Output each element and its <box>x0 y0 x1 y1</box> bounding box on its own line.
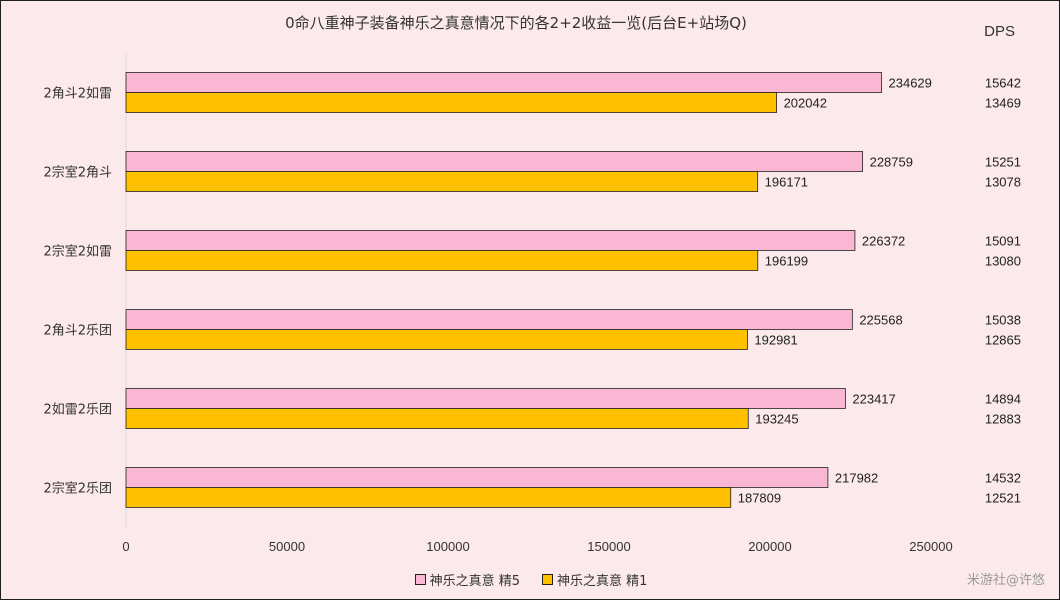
x-tick-label: 250000 <box>909 539 952 554</box>
dps-label: 14532 <box>985 471 1021 486</box>
data-label: 234629 <box>889 76 932 91</box>
x-tick-label: 0 <box>122 539 129 554</box>
dps-label: 12521 <box>985 491 1021 506</box>
legend-item-series-2: 神乐之真意 精1 <box>542 570 647 589</box>
data-label: 187809 <box>738 491 781 506</box>
watermark: 米游社@许悠 <box>966 573 1045 588</box>
legend-label-series-1: 神乐之真意 精5 <box>429 574 520 589</box>
bar-series-2 <box>125 487 732 508</box>
x-tick-label: 100000 <box>426 539 469 554</box>
bar-series-1 <box>125 467 829 488</box>
dps-label: 15091 <box>985 234 1021 249</box>
legend-item-series-1: 神乐之真意 精5 <box>414 570 520 589</box>
data-label: 196171 <box>765 175 808 190</box>
dps-label: 13080 <box>985 254 1021 269</box>
y-tick-label: 2角斗2乐团 <box>43 324 112 339</box>
y-tick-label: 2宗室2如雷 <box>43 244 112 260</box>
bar-series-2 <box>125 250 759 271</box>
dps-label: 13469 <box>985 96 1021 111</box>
legend-swatch-series-2 <box>542 574 553 585</box>
dps-label: 12865 <box>985 333 1021 348</box>
bar-series-1 <box>125 388 846 409</box>
dps-label: 13078 <box>985 175 1021 190</box>
data-label: 202042 <box>784 96 827 111</box>
legend: 神乐之真意 精5 神乐之真意 精1 <box>1 570 1060 589</box>
dps-label: 15038 <box>985 313 1021 328</box>
data-label: 192981 <box>754 333 797 348</box>
bar-series-2 <box>125 92 777 113</box>
bar-series-2 <box>125 171 759 192</box>
data-label: 196199 <box>765 254 808 269</box>
x-tick-label: 50000 <box>269 539 305 554</box>
dps-label: 12883 <box>985 412 1021 427</box>
x-tick-label: 150000 <box>587 539 630 554</box>
bar-series-1 <box>125 72 882 93</box>
data-label: 228759 <box>870 155 913 170</box>
y-tick-label: 2宗室2角斗 <box>43 165 112 181</box>
data-label: 217982 <box>835 471 878 486</box>
dps-column-header: DPS <box>984 23 1015 40</box>
legend-swatch-series-1 <box>414 574 426 585</box>
data-label: 223417 <box>852 392 895 407</box>
bar-series-2 <box>125 329 748 350</box>
legend-label-series-2: 神乐之真意 精1 <box>557 574 648 589</box>
bar-series-1 <box>125 230 856 251</box>
chart-title: 0命八重神子装备神乐之真意情况下的各2+2收益一览(后台E+站场Q) <box>285 14 747 32</box>
bar-series-2 <box>125 408 749 429</box>
y-tick-label: 2如雷2乐团 <box>43 402 112 418</box>
data-label: 193245 <box>755 412 798 427</box>
dps-label: 15642 <box>985 76 1021 91</box>
bar-series-1 <box>125 151 864 172</box>
bar-series-1 <box>125 309 853 330</box>
data-label: 225568 <box>859 313 902 328</box>
dps-label: 14894 <box>985 392 1021 407</box>
data-label: 226372 <box>862 234 905 249</box>
dps-label: 15251 <box>985 155 1021 170</box>
y-tick-label: 2角斗2如雷 <box>43 86 112 102</box>
x-tick-label: 200000 <box>748 539 791 554</box>
y-tick-label: 2宗室2乐团 <box>43 481 112 497</box>
